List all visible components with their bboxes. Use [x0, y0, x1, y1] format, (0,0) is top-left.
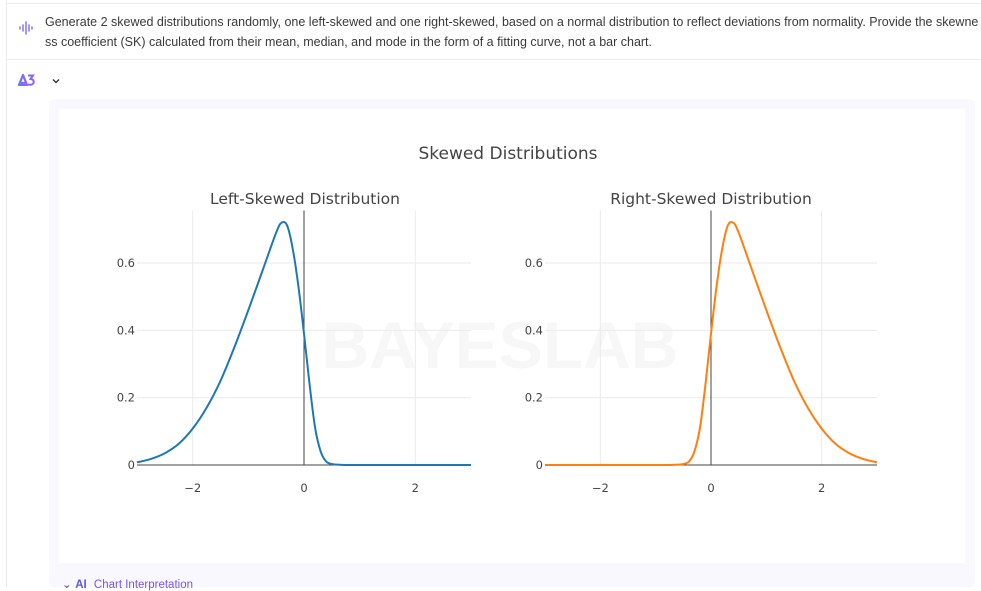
x-tick-label: 0 — [300, 481, 307, 495]
chart-container — [59, 109, 965, 563]
distribution-curve — [136, 220, 471, 467]
y-tick-label: 0.2 — [525, 391, 543, 405]
bayeslab-logo-icon — [18, 74, 35, 86]
distribution-curve — [545, 220, 878, 467]
right-plot-title: Right-Skewed Distribution — [610, 190, 812, 208]
user-prompt: Generate 2 skewed distributions randomly… — [7, 4, 981, 60]
x-tick-label: −2 — [592, 481, 609, 495]
y-tick-label: 0.6 — [525, 256, 543, 270]
x-tick-label: 2 — [412, 481, 419, 495]
prompt-text: Generate 2 skewed distributions randomly… — [45, 15, 979, 49]
y-tick-label: 0 — [536, 458, 543, 472]
figure-title: Skewed Distributions — [418, 144, 597, 164]
voice-wave-icon — [19, 21, 33, 35]
chevron-down-icon: ⌄ — [62, 579, 72, 591]
chart-interpretation-toggle[interactable]: ⌄ AI Chart Interpretation — [62, 577, 193, 591]
y-tick-label: 0.4 — [117, 323, 135, 337]
y-tick-label: 0.4 — [525, 323, 543, 337]
conversation-frame-top — [6, 3, 981, 4]
y-tick-label: 0.6 — [117, 256, 135, 270]
chevron-down-icon[interactable] — [50, 75, 62, 87]
ai-icon: AI — [75, 579, 87, 591]
x-tick-label: 2 — [818, 481, 825, 495]
y-tick-label: 0 — [128, 458, 135, 472]
right-skewed-plot: Right-Skewed Distribution 0 0.2 0.4 0.6 −2 0 2 — [525, 190, 878, 495]
x-tick-label: 0 — [707, 481, 714, 495]
left-plot-title: Left-Skewed Distribution — [210, 190, 400, 208]
conversation-frame-left — [6, 0, 7, 587]
left-skewed-plot: Left-Skewed Distribution 0 0.2 0.4 0.6 −2 0 2 — [117, 190, 471, 495]
watermark: BAYESLAB — [322, 308, 679, 382]
x-tick-label: −2 — [184, 481, 201, 495]
y-tick-label: 0.2 — [117, 391, 135, 405]
chart-interpretation-label: Chart Interpretation — [93, 579, 193, 591]
